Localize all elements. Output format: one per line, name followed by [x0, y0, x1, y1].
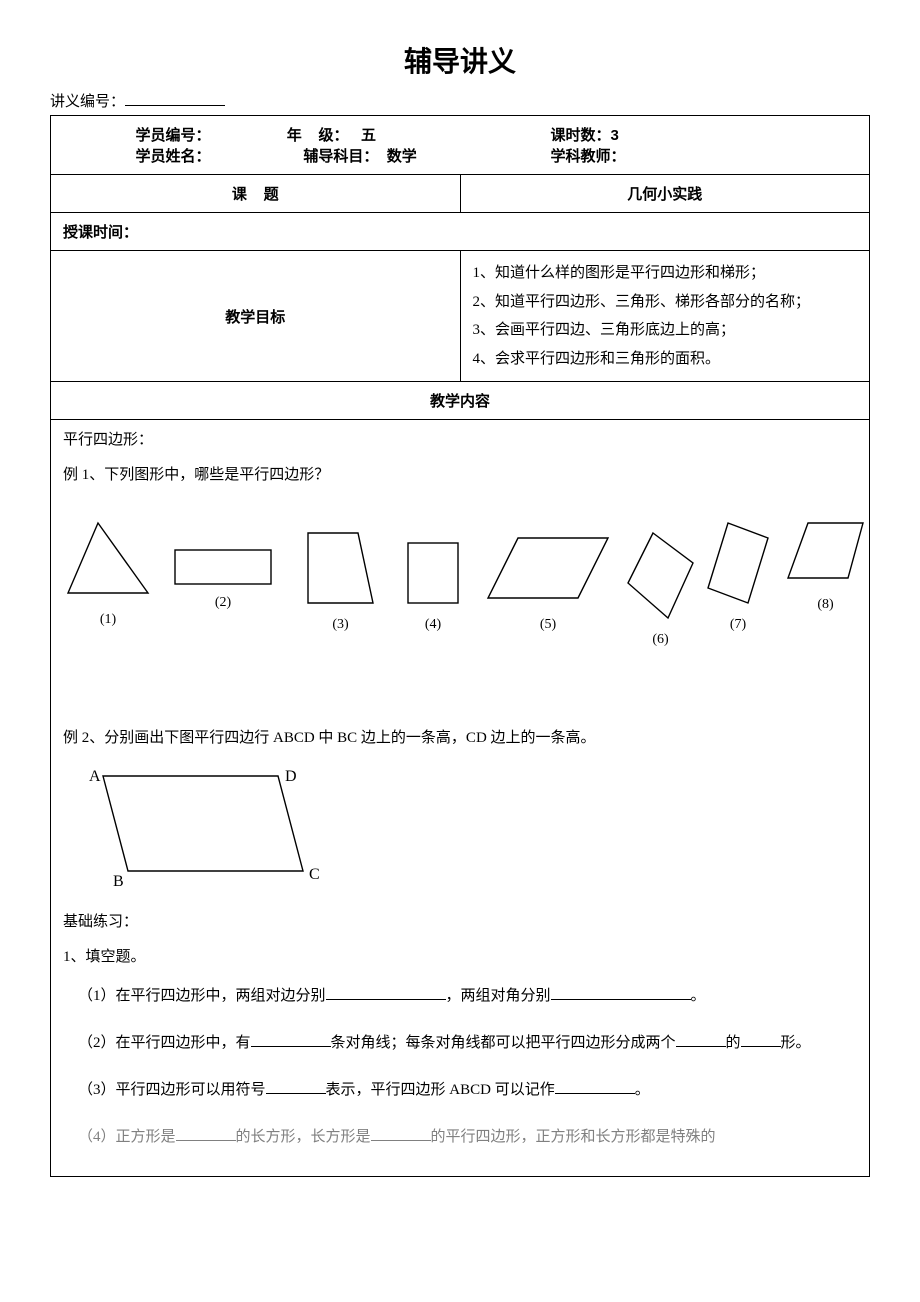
- rectangle-icon: [173, 548, 273, 586]
- serial-number-line: 讲义编号：: [50, 90, 870, 111]
- vertex-c: C: [309, 866, 320, 883]
- grade-label-b: 级：: [318, 127, 348, 144]
- shape-8: (8): [783, 518, 868, 613]
- shape-3-label: (3): [303, 617, 378, 633]
- main-table: 学员编号： 学员姓名： 年 级： 五 辅导科目： 数学 课时数：3 学科教师： …: [50, 115, 870, 1177]
- topic-value: 几何小实践: [460, 175, 870, 213]
- shape-5-label: (5): [483, 617, 613, 633]
- goals-label: 教学目标: [51, 251, 461, 382]
- shape-1-label: (1): [63, 612, 153, 628]
- shape-2: (2): [173, 548, 273, 611]
- subject-label: 辅导科目：: [303, 148, 378, 165]
- q1-4: （4）正方形是的长方形，长方形是的平行四边形，正方形和长方形都是特殊的: [63, 1121, 857, 1154]
- section-parallelogram-label: 平行四边形：: [63, 428, 857, 449]
- shape-2-label: (2): [173, 595, 273, 611]
- parallelogram-abcd-icon: A D B C: [63, 761, 323, 891]
- q1-3: （3）平行四边形可以用符号表示，平行四边形 ABCD 可以记作。: [63, 1074, 857, 1107]
- trapezoid-icon: [783, 518, 868, 588]
- teacher-label: 学科教师：: [551, 148, 626, 165]
- goal-1: 1、知道什么样的图形是平行四边形和梯形；: [473, 259, 858, 288]
- shape-5: (5): [483, 528, 613, 633]
- goal-4: 4、会求平行四边形和三角形的面积。: [473, 345, 858, 374]
- page-title: 辅导讲义: [50, 40, 870, 80]
- triangle-icon: [63, 518, 153, 603]
- q1-1: （1）在平行四边形中，两组对边分别，两组对角分别。: [63, 980, 857, 1013]
- grade-label-a: 年: [287, 127, 302, 144]
- content-header: 教学内容: [51, 382, 870, 420]
- shape-6: (6): [623, 528, 698, 648]
- serial-blank: [125, 90, 225, 106]
- goal-2: 2、知道平行四边形、三角形、梯形各部分的名称；: [473, 288, 858, 317]
- basic-practice-label: 基础练习：: [63, 910, 857, 931]
- goals-list: 1、知道什么样的图形是平行四边形和梯形； 2、知道平行四边形、三角形、梯形各部分…: [473, 259, 858, 373]
- time-label: 授课时间：: [63, 224, 138, 241]
- shape-8-label: (8): [783, 597, 868, 613]
- vertex-d: D: [285, 768, 297, 785]
- shape-4: (4): [403, 528, 463, 633]
- topic-label-1: 课: [232, 186, 247, 203]
- shape-7-label: (7): [703, 617, 773, 633]
- time-row: 授课时间：: [51, 213, 870, 251]
- square-icon: [403, 528, 463, 608]
- shape-4-label: (4): [403, 617, 463, 633]
- q1-2: （2）在平行四边形中，有条对角线；每条对角线都可以把平行四边形分成两个的形。: [63, 1027, 857, 1060]
- right-trapezoid-icon: [303, 528, 378, 608]
- serial-label: 讲义编号：: [50, 94, 125, 110]
- hours-label: 课时数：3: [551, 127, 619, 144]
- content-header-row: 教学内容: [51, 382, 870, 420]
- shape-6-label: (6): [623, 632, 698, 648]
- irregular-quad-icon: [623, 528, 698, 623]
- example-2-label: 例 2、分别画出下图平行四边行 ABCD 中 BC 边上的一条高，CD 边上的一…: [63, 726, 857, 747]
- q1-label: 1、填空题。: [63, 945, 857, 966]
- parallelogram-icon: [483, 528, 613, 608]
- topic-row: 课 题 几何小实践: [51, 175, 870, 213]
- shape-3: (3): [303, 528, 378, 633]
- content-row: 平行四边形： 例 1、下列图形中，哪些是平行四边形？ (1) (2): [51, 420, 870, 1177]
- student-name-label: 学员姓名：: [135, 148, 210, 165]
- topic-label-2: 题: [264, 186, 279, 203]
- shape-1: (1): [63, 518, 153, 628]
- slant-parallelogram-icon: [703, 518, 773, 608]
- shapes-row: (1) (2) (3): [63, 498, 857, 658]
- student-id-label: 学员编号：: [135, 127, 210, 144]
- shape-7: (7): [703, 518, 773, 633]
- grade-value: 五: [361, 127, 376, 144]
- vertex-a: A: [89, 768, 101, 785]
- parallelogram-figure: A D B C: [63, 761, 857, 896]
- subject-value: 数学: [387, 148, 417, 165]
- example-1-label: 例 1、下列图形中，哪些是平行四边形？: [63, 463, 857, 484]
- goal-3: 3、会画平行四边、三角形底边上的高；: [473, 316, 858, 345]
- info-row-1: 学员编号： 学员姓名： 年 级： 五 辅导科目： 数学 课时数：3 学科教师：: [51, 116, 870, 175]
- vertex-b: B: [113, 873, 124, 890]
- goals-row: 教学目标 1、知道什么样的图形是平行四边形和梯形； 2、知道平行四边形、三角形、…: [51, 251, 870, 382]
